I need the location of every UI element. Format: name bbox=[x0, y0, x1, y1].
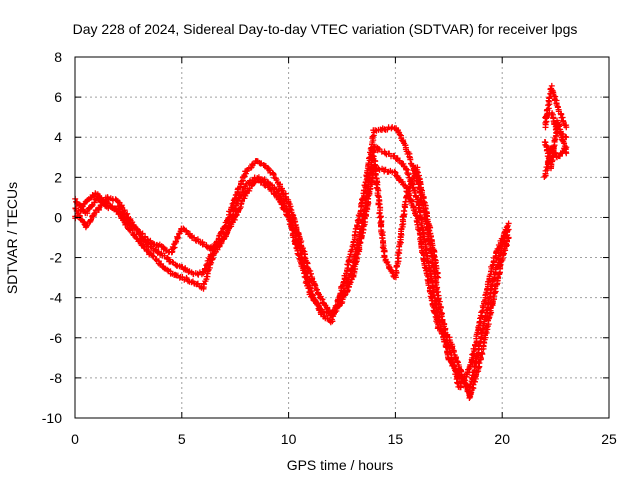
chart-title: Day 228 of 2024, Sidereal Day-to-day VTE… bbox=[73, 21, 578, 37]
y-tick-label: -2 bbox=[50, 250, 63, 266]
data-point-marks bbox=[542, 109, 570, 141]
plot-frame bbox=[74, 56, 610, 419]
series-track-2 bbox=[72, 143, 512, 391]
y-tick-label: 4 bbox=[54, 129, 62, 145]
data-point-marks bbox=[370, 153, 442, 281]
series-track-3 bbox=[72, 164, 512, 401]
plot-area bbox=[72, 82, 570, 401]
series-track-6 bbox=[541, 144, 570, 180]
x-tick-label: 25 bbox=[601, 431, 617, 447]
grid bbox=[75, 57, 609, 418]
y-tick-label: 6 bbox=[54, 89, 62, 105]
data-point-marks bbox=[541, 144, 570, 180]
series-track-7 bbox=[542, 109, 570, 141]
y-axis-label: SDTVAR / TECUs bbox=[4, 182, 20, 294]
data-point-marks bbox=[72, 164, 512, 401]
x-tick-label: 10 bbox=[281, 431, 297, 447]
x-tick-label: 5 bbox=[178, 431, 186, 447]
y-tick-label: -8 bbox=[50, 370, 63, 386]
y-tick-label: -10 bbox=[42, 410, 62, 426]
y-tick-label: 2 bbox=[54, 169, 62, 185]
series-track-8 bbox=[370, 153, 442, 281]
axes: 0 5 10 15 20 25 -10 -8 -6 -4 -2 0 2 4 6 8 bbox=[42, 49, 617, 447]
y-tick-label: 0 bbox=[54, 209, 62, 225]
x-axis-label: GPS time / hours bbox=[287, 457, 394, 473]
x-tick-label: 15 bbox=[388, 431, 404, 447]
y-tick-label: 8 bbox=[54, 49, 62, 65]
y-tick-label: -6 bbox=[50, 330, 63, 346]
y-tick-label: -4 bbox=[50, 290, 63, 306]
data-point-marks bbox=[72, 143, 512, 391]
x-tick-label: 0 bbox=[71, 431, 79, 447]
x-tick-label: 20 bbox=[494, 431, 510, 447]
